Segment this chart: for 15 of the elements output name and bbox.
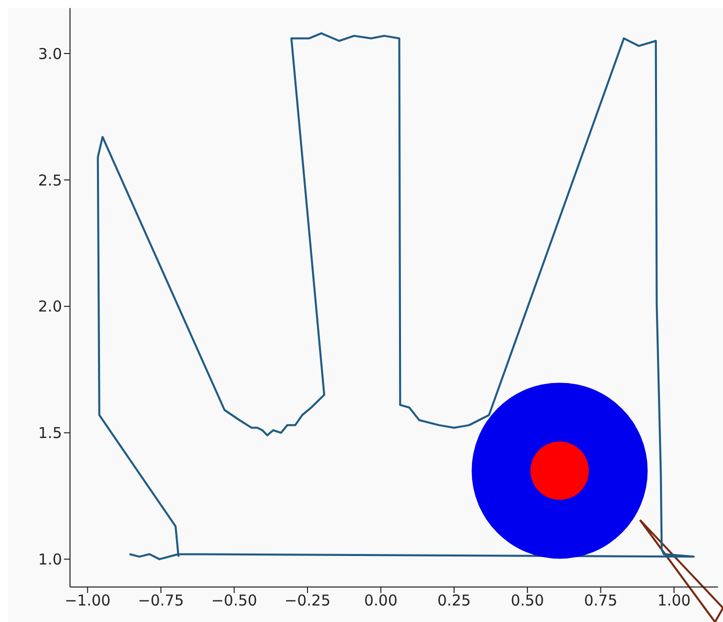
x-tick-label: −1.00: [64, 592, 111, 610]
y-tick-label: 1.0: [38, 550, 62, 569]
x-tick-label: −0.25: [284, 592, 330, 610]
x-tick-label: −0.75: [138, 592, 184, 610]
y-tick-label: 3.0: [38, 44, 62, 63]
y-tick-label: 1.5: [38, 424, 62, 442]
line-series: [96, 32, 695, 560]
y-tick-label: 2.0: [38, 298, 62, 316]
y-tick-label: 2.5: [38, 171, 62, 190]
x-tick-label: 0.75: [584, 592, 618, 610]
x-tick-label: 0.25: [437, 592, 471, 610]
x-tick-label: 0.00: [364, 592, 398, 610]
x-tick-label: 1.00: [657, 592, 691, 610]
x-tick-label: −0.50: [211, 592, 258, 610]
x-tick-label: 0.50: [510, 592, 544, 610]
